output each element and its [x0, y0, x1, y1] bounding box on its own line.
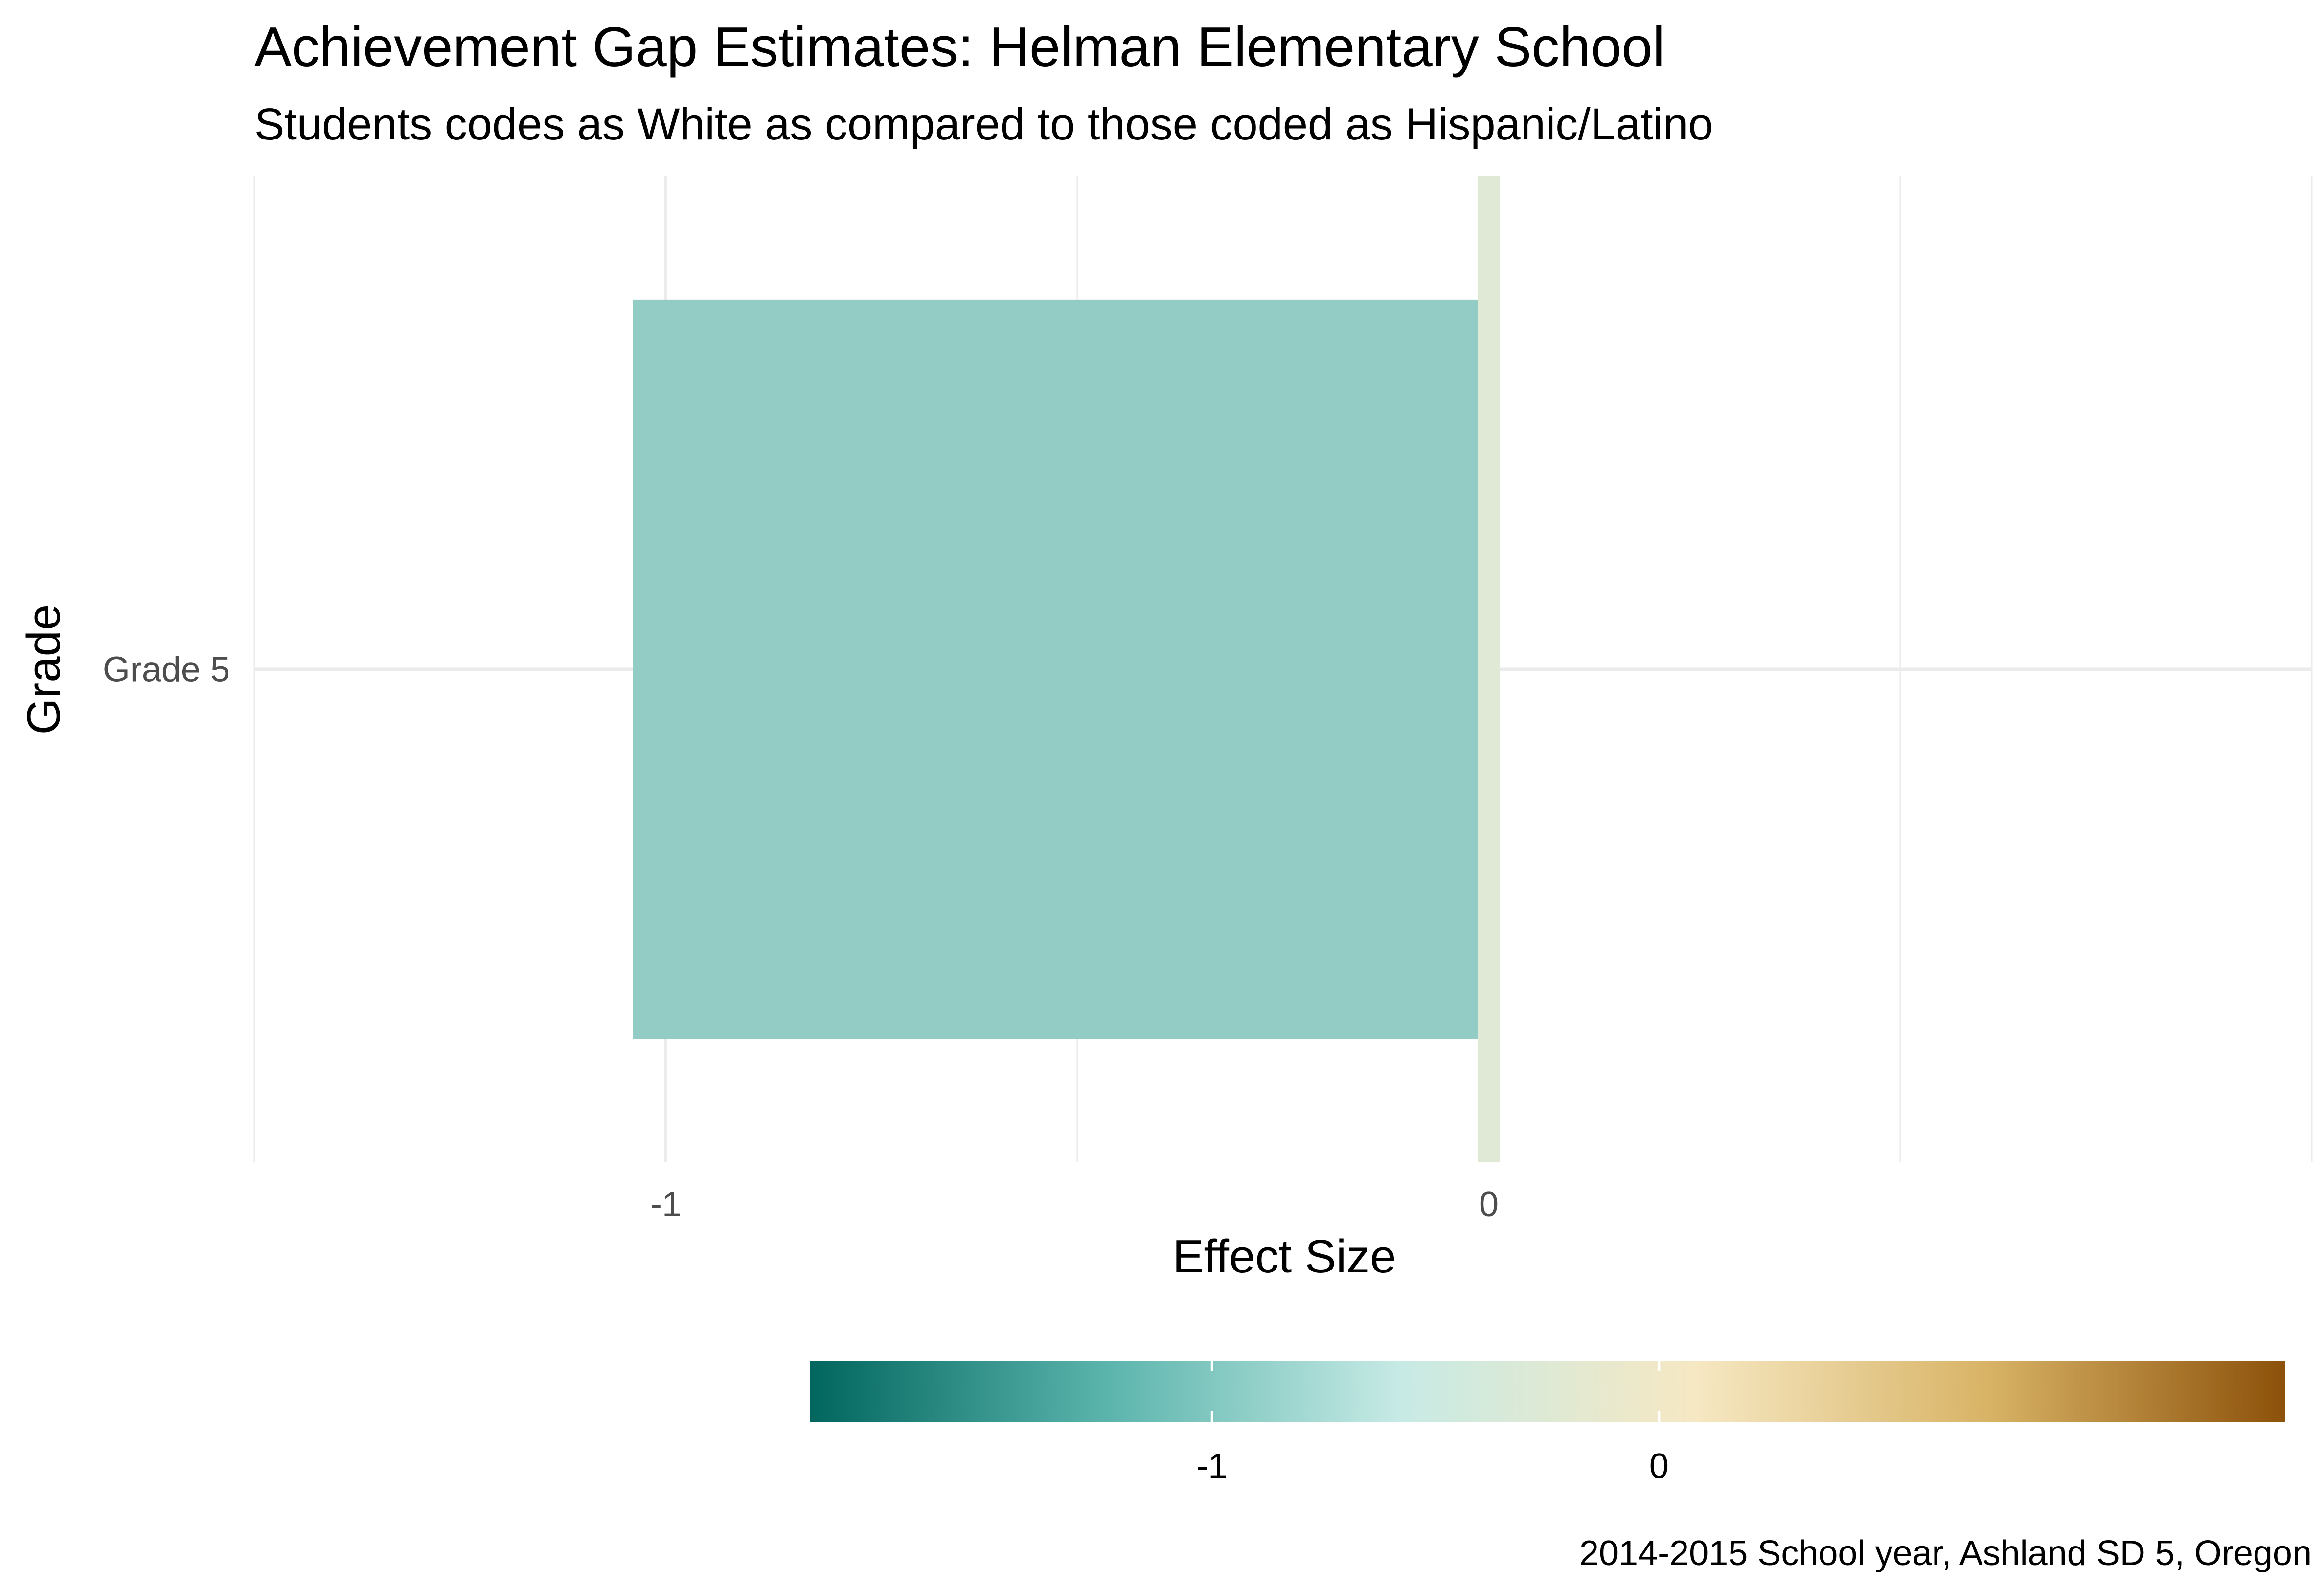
chart-caption: 2014-2015 School year, Ashland SD 5, Ore…: [1579, 1534, 2312, 1573]
chart-title: Achievement Gap Estimates: Helman Elemen…: [254, 16, 1665, 78]
y-axis-ticks: Grade 5: [103, 650, 230, 690]
colorbar-tick-label: -1: [1196, 1447, 1228, 1486]
chart-subtitle: Students codes as White as compared to t…: [254, 99, 1713, 149]
x-tick-label: 0: [1479, 1185, 1499, 1224]
bar-grade-5: [633, 299, 1478, 1039]
y-tick-label: Grade 5: [103, 650, 230, 690]
x-tick-label: -1: [650, 1185, 682, 1224]
x-axis-title: Effect Size: [1172, 1230, 1396, 1283]
zero-reference-line: [1478, 176, 1500, 1162]
colorbar: [810, 1361, 2285, 1422]
colorbar-tick-label: 0: [1649, 1447, 1669, 1486]
y-axis-title: Grade: [18, 604, 70, 735]
reference-line-layer: [1478, 176, 1500, 1162]
x-axis-ticks: -1 0: [650, 1185, 1499, 1224]
colorbar-legend: -1 0: [810, 1361, 2285, 1486]
bars: [633, 299, 1478, 1039]
